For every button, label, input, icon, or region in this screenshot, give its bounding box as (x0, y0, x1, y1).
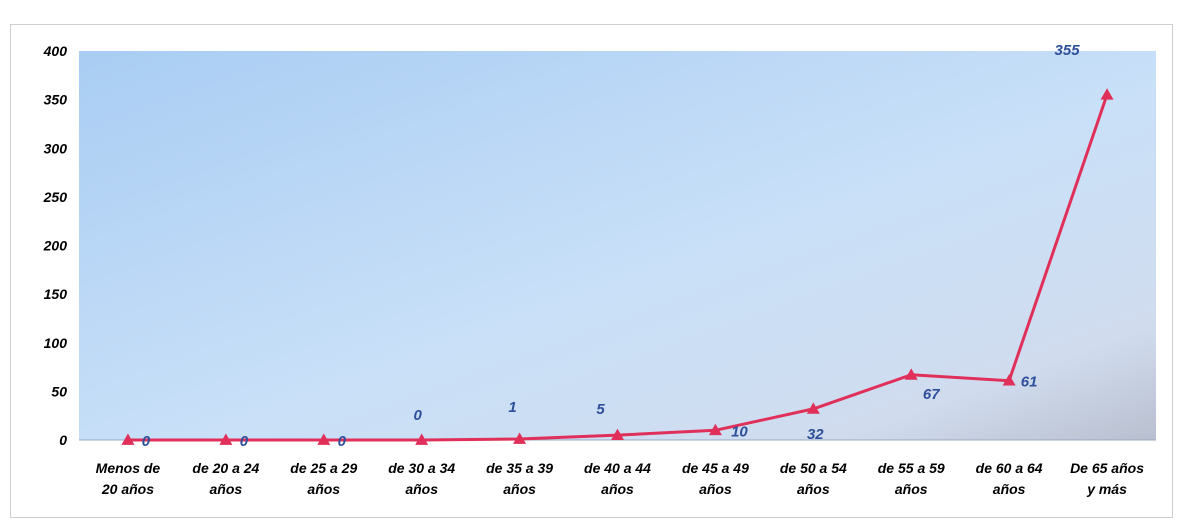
x-tick-label: De 65 años y más (1070, 460, 1144, 497)
data-point-marker (904, 368, 918, 380)
data-point-marker (1100, 88, 1114, 100)
x-tick-label: de 35 a 39 años (486, 460, 553, 497)
data-label: 0 (240, 433, 249, 450)
data-label: 5 (596, 401, 605, 418)
y-tick-label: 100 (44, 335, 68, 351)
data-label: 1 (508, 399, 516, 416)
data-label: 61 (1021, 374, 1038, 391)
data-point-marker (513, 432, 527, 444)
y-tick-label: 200 (43, 238, 68, 254)
data-point-marker (317, 433, 331, 445)
y-tick-label: 250 (43, 189, 68, 205)
y-tick-label: 50 (51, 383, 67, 399)
plot-area (79, 51, 1156, 440)
data-point-marker (611, 428, 624, 441)
data-label: 32 (807, 426, 824, 443)
x-tick-label: de 45 a 49 años (682, 460, 749, 497)
data-label: 67 (923, 386, 940, 403)
data-point-marker (121, 433, 135, 445)
data-label: 0 (142, 433, 151, 450)
x-tick-label: de 40 a 44 años (584, 460, 651, 497)
data-label: 10 (731, 423, 748, 440)
x-tick-label: de 20 a 24 años (192, 460, 259, 497)
x-tick-label: de 55 a 59 años (878, 460, 945, 497)
data-point-marker (806, 402, 820, 414)
data-label: 0 (414, 407, 423, 424)
x-tick-label: Menos de 20 años (96, 460, 161, 497)
data-point-marker (1002, 374, 1016, 386)
data-point-marker (415, 433, 429, 445)
y-tick-label: 150 (44, 286, 68, 302)
y-tick-label: 350 (44, 92, 68, 108)
x-axis: Menos de 20 años de 20 a 24 años de 25 a 29 a… (96, 460, 1145, 497)
series-line-group (121, 88, 1114, 445)
data-point-marker (708, 423, 722, 436)
data-label: 355 (1055, 42, 1081, 59)
data-label: 0 (338, 433, 347, 450)
y-tick-label: 300 (44, 140, 68, 156)
y-tick-label: 0 (59, 432, 67, 448)
x-tick-label: de 50 a 54 años (780, 460, 847, 497)
x-tick-label: de 25 a 29 años (290, 460, 357, 497)
x-tick-label: de 30 a 34 años (388, 460, 455, 497)
y-tick-label: 400 (43, 43, 68, 59)
data-point-marker (219, 433, 233, 445)
data-labels-group: 0 0 0 0 1 5 10 32 67 61 355 (142, 42, 1080, 450)
x-tick-label: de 60 a 64 años (976, 460, 1043, 497)
chart-frame: 0 50 100 150 200 250 300 350 400 Menos de 20 años… (10, 24, 1173, 518)
